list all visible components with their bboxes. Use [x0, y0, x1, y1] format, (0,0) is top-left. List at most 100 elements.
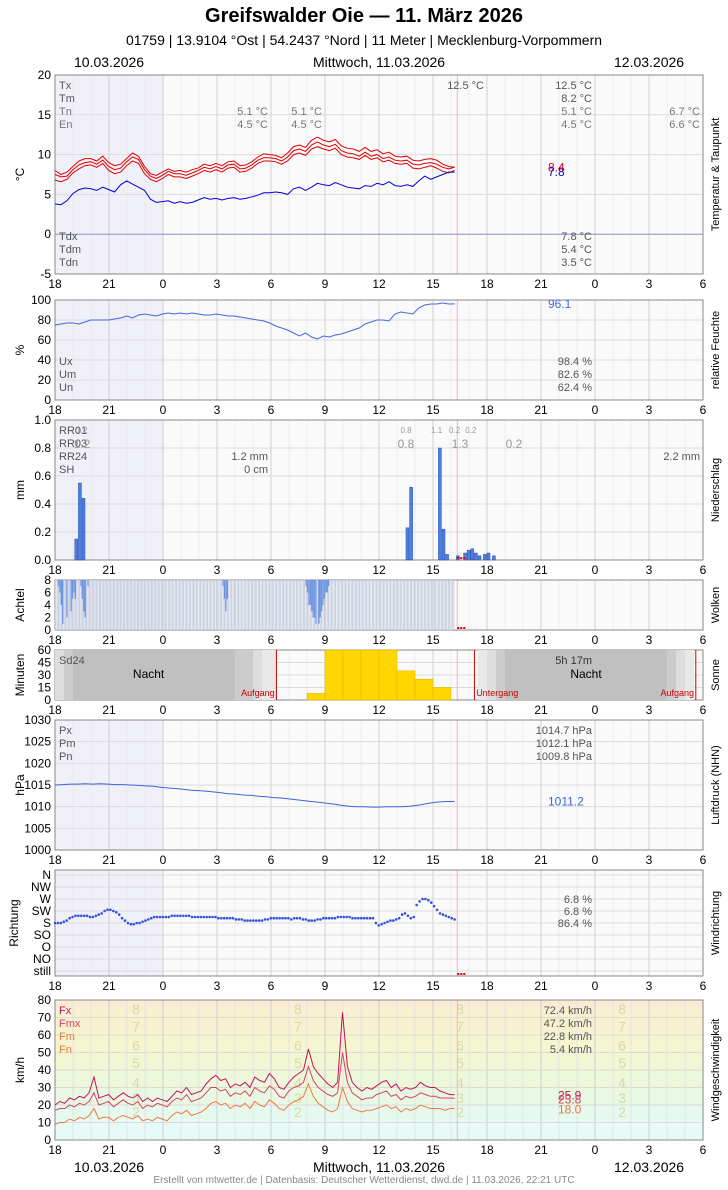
stat-key: Fmx	[59, 1018, 81, 1030]
wind-dir-point	[359, 916, 363, 920]
x-tick-label: 18	[480, 703, 494, 717]
x-tick-label: 18	[480, 633, 494, 647]
cloud-slot	[343, 580, 345, 630]
wind-dir-point	[450, 916, 453, 920]
wind-dir-point	[292, 916, 296, 920]
x-tick-label: 21	[534, 979, 548, 993]
cloud-slot	[282, 580, 284, 630]
x-tick-label: 6	[268, 403, 275, 417]
x-tick-label: 0	[160, 979, 167, 993]
x-tick-label: 9	[322, 1143, 329, 1157]
dusk-band	[55, 650, 64, 700]
x-tick-label: 0	[592, 277, 599, 291]
cloud-bar	[325, 580, 327, 593]
precip-bar	[463, 552, 467, 561]
y-tick-label: 1.0	[34, 413, 51, 427]
cloud-slot	[333, 580, 335, 630]
y-tick-label: 0.6	[34, 469, 51, 483]
y-tick-label: 70	[38, 1011, 52, 1025]
humidity-line	[54, 302, 455, 340]
rr24-next-day: 2.2 mm	[663, 451, 700, 463]
y-tick-label: 50	[38, 1046, 52, 1060]
wind-dir-point	[196, 915, 200, 919]
dusk-band	[64, 650, 73, 700]
rr01-label: 0.2	[465, 426, 477, 435]
wind-dir-point	[117, 913, 121, 916]
wind-dir-point	[418, 900, 421, 903]
date-left: 10.03.2026	[74, 54, 145, 70]
wind-dir-point	[170, 914, 173, 918]
stat-key: En	[59, 119, 72, 131]
wind-dir-point	[228, 916, 232, 920]
sun-bar	[396, 670, 416, 701]
wind-dir-point	[339, 915, 343, 919]
cloud-bar	[226, 580, 229, 599]
precip-bar	[441, 528, 446, 561]
sun-bar	[306, 693, 326, 701]
wind-dir-point	[249, 919, 252, 922]
x-tick-label: 12	[372, 853, 386, 867]
cloud-slot	[357, 580, 359, 630]
cloud-bar	[81, 580, 84, 599]
stat-key: RR03	[59, 438, 87, 450]
x-tick-label: 21	[534, 1143, 548, 1157]
wind-dir-point	[199, 915, 203, 919]
wind-dir-point	[287, 916, 290, 920]
wind-dir-point	[281, 916, 284, 920]
wind-dir-point	[260, 919, 264, 922]
side-label: relative Feuchte	[710, 311, 722, 389]
x-tick-label: 15	[426, 979, 440, 993]
x-tick-label: 3	[646, 563, 653, 577]
x-tick-label: 3	[646, 277, 653, 291]
y-tick-label: 0	[44, 693, 51, 707]
wind-dir-point	[222, 916, 226, 920]
wind-dir-point	[120, 916, 124, 920]
wind-dir-point	[193, 915, 197, 919]
wind-dir-point	[266, 918, 270, 921]
y-axis-label: Minuten	[13, 654, 27, 697]
x-tick-label: 3	[646, 1143, 653, 1157]
cloud-slot	[260, 580, 262, 630]
wind-dir-point	[208, 915, 211, 919]
date-center: Mittwoch, 11.03.2026	[313, 54, 446, 70]
y-tick-label: 1030	[24, 713, 51, 727]
beaufort-label: 3	[618, 1090, 626, 1106]
stat-key: Ux	[59, 356, 73, 368]
cloud-bar	[71, 580, 74, 599]
wind-dir-point	[149, 916, 153, 920]
precip-bar	[466, 549, 471, 561]
wind-dir-point	[82, 914, 86, 918]
x-tick-label: 6	[700, 703, 707, 717]
wind-dir-point	[400, 913, 404, 916]
wind-dir-point	[243, 919, 246, 922]
stat-value: 1012.1 hPa	[536, 738, 593, 750]
x-tick-label: 12	[372, 1143, 386, 1157]
x-tick-label: 21	[534, 853, 548, 867]
cloud-slot	[336, 580, 338, 630]
wind-dir-point	[412, 915, 416, 919]
beaufort-label: 5	[456, 1055, 464, 1071]
y-axis-label: Richtung	[7, 899, 21, 946]
precip-bar	[438, 447, 442, 561]
cloud-slot	[395, 580, 397, 630]
x-tick-label: 21	[534, 703, 548, 717]
y-tick-label: 80	[38, 313, 52, 327]
beaufort-label: 4	[132, 1074, 140, 1090]
cloud-slot	[410, 580, 412, 630]
y-tick-label: 20	[38, 1098, 52, 1112]
series-temp	[54, 141, 455, 180]
wind-dir-point	[179, 914, 182, 918]
x-tick-label: 21	[534, 403, 548, 417]
y-axis-label: °C	[13, 167, 27, 181]
end-label-wind: 25.9	[558, 1089, 582, 1103]
y-axis-label: Achtel	[13, 588, 27, 621]
side-label: Windrichtung	[710, 891, 722, 955]
x-tick-label: 18	[48, 979, 62, 993]
x-tick-label: 12	[372, 277, 386, 291]
cloud-slot	[403, 580, 405, 630]
x-tick-label: 6	[268, 853, 275, 867]
cloud-slot	[270, 580, 272, 630]
beaufort-label: 6	[618, 1038, 626, 1054]
x-tick-label: 21	[534, 277, 548, 291]
